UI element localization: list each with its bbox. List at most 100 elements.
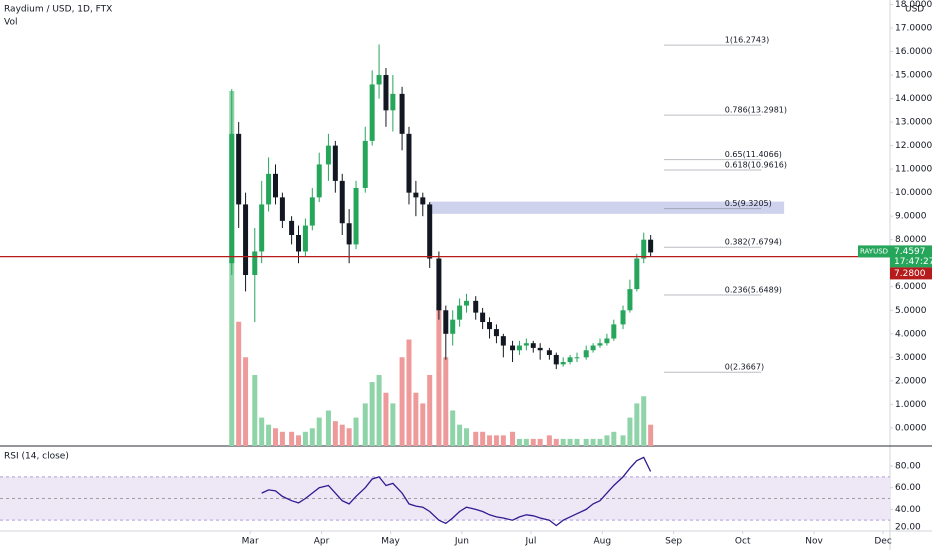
candle-body <box>353 187 359 245</box>
candle-body <box>279 197 285 221</box>
fib-label: 0.618(10.9616) <box>725 161 787 170</box>
volume-bar <box>634 403 640 446</box>
candle-body <box>583 350 589 358</box>
candle-body <box>316 164 322 198</box>
volume-bar <box>420 403 426 446</box>
fib-label: 0.65(11.4066) <box>725 150 782 159</box>
volume-bar <box>406 339 412 446</box>
volume-bar <box>620 435 626 446</box>
y-tick-label: 17.0000 <box>895 23 932 33</box>
rsi-y-tick-label: 80.00 <box>895 462 921 472</box>
volume-bar <box>487 435 493 446</box>
candle-body <box>523 343 529 346</box>
volume-bar <box>289 431 295 446</box>
candle-body <box>464 300 470 306</box>
volume-bar <box>362 403 368 446</box>
candle-body <box>259 204 265 252</box>
fib-label: 0.5(9.3205) <box>725 199 772 208</box>
y-tick-label: 2.0000 <box>895 376 927 386</box>
x-tick-label: Apr <box>314 537 330 547</box>
candle-body <box>620 310 626 325</box>
volume-bar <box>302 431 308 446</box>
price-line-tag <box>890 267 932 280</box>
volume-bar <box>604 435 610 446</box>
y-tick-label: 10.0000 <box>895 188 932 198</box>
volume-bar <box>252 375 258 446</box>
y-tick-label: 1.0000 <box>895 400 927 410</box>
candle-body <box>376 75 382 85</box>
y-tick-label: 3.0000 <box>895 353 927 363</box>
candle-body <box>406 133 412 193</box>
volume-bar <box>346 428 352 446</box>
x-tick-label: Jul <box>525 537 537 547</box>
volume-bar <box>523 438 529 446</box>
x-tick-label: Nov <box>805 537 823 547</box>
volume-bar <box>259 417 265 446</box>
candle-body <box>574 357 580 359</box>
candle-body <box>390 93 396 111</box>
x-tick-label: May <box>381 537 400 547</box>
symbol-tag <box>858 245 890 258</box>
candle-body <box>597 343 603 346</box>
x-tick-label: Dec <box>874 537 891 547</box>
candle-body <box>443 310 449 334</box>
fib-label: 0(2.3667) <box>725 363 764 372</box>
y-tick-label: 15.0000 <box>895 71 932 81</box>
y-tick-label: 5.0000 <box>895 306 927 316</box>
candle-body <box>560 362 566 365</box>
rsi-y-tick-label: 20.00 <box>895 523 921 533</box>
volume-bar <box>332 421 338 446</box>
volume-bar <box>516 438 522 446</box>
price-line-label: 7.2800 <box>894 269 926 279</box>
candle-body <box>553 354 559 365</box>
candle-body <box>332 145 338 181</box>
volume-bar <box>457 424 463 446</box>
volume-bar <box>272 428 278 446</box>
candle-body <box>266 173 272 205</box>
volume-bar <box>399 357 405 446</box>
volume-bar <box>369 382 375 446</box>
volume-bar <box>427 375 433 446</box>
volume-bar <box>450 410 456 446</box>
volume-bar <box>553 438 559 446</box>
candle-body <box>627 289 633 311</box>
candle-body <box>457 305 463 320</box>
candle-body <box>546 350 552 355</box>
candle-body <box>436 258 442 311</box>
candle-body <box>302 225 308 252</box>
volume-bar <box>325 410 331 446</box>
x-tick-label: Mar <box>242 537 259 547</box>
volume-bar <box>590 438 596 446</box>
y-tick-label: 9.0000 <box>895 212 927 222</box>
candle-body <box>296 234 302 252</box>
volume-bar <box>390 403 396 446</box>
last-price-tag <box>890 245 932 268</box>
candle-body <box>473 300 479 313</box>
candle-body <box>487 322 493 330</box>
y-tick-label: 6.0000 <box>895 282 927 292</box>
volume-bar <box>383 392 389 446</box>
rsi-y-tick-label: 60.00 <box>895 483 921 493</box>
fib-label: 0.786(13.2981) <box>725 106 787 115</box>
rsi-line <box>261 456 652 527</box>
volume-bar <box>339 424 345 446</box>
candle-body <box>272 173 278 198</box>
zone <box>429 201 785 214</box>
y-tick-label: 18.0000 <box>895 0 932 10</box>
candle-body <box>346 223 352 245</box>
volume-bar <box>567 438 573 446</box>
x-tick-label: Sep <box>665 537 682 547</box>
volume-bar <box>597 438 603 446</box>
candle-body <box>325 145 331 165</box>
volume-bar <box>510 431 516 446</box>
candle-body <box>289 220 295 235</box>
candle-body <box>567 357 573 363</box>
countdown-label: 17:47:27 <box>894 257 932 267</box>
candle-body <box>537 347 543 351</box>
candle-body <box>339 180 345 224</box>
y-tick-label: 11.0000 <box>895 165 932 175</box>
candle-body <box>510 345 516 351</box>
candle-body <box>243 204 249 275</box>
